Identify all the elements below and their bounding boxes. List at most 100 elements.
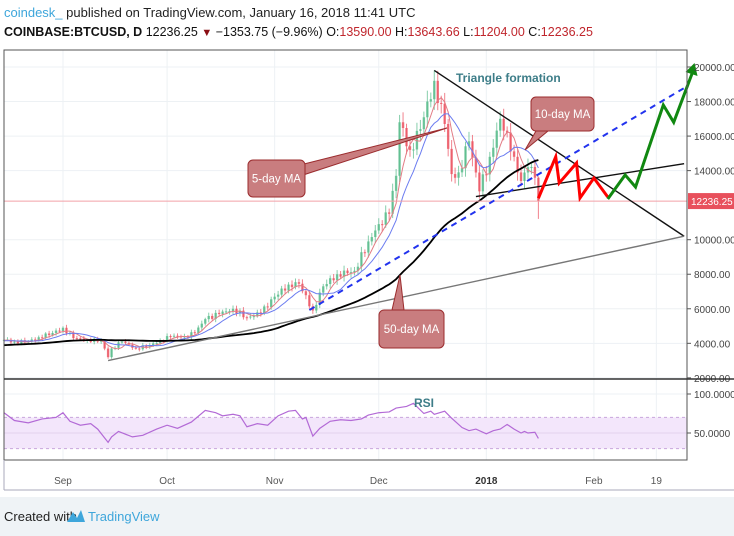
candle-body xyxy=(471,141,474,158)
candle-body xyxy=(467,141,471,147)
dashed-trend-line xyxy=(308,85,689,311)
callout-label: 50-day MA xyxy=(384,324,440,336)
candle-body xyxy=(485,174,488,176)
candle-body xyxy=(360,252,363,267)
tradingview-logo-icon xyxy=(67,510,85,522)
last-price-label: 12236.25 xyxy=(691,197,733,208)
candle-body xyxy=(37,337,40,341)
annotations: 5-day MA 10-day MA 50-day MA xyxy=(4,63,698,362)
candle-body xyxy=(214,312,217,319)
candle-body xyxy=(169,336,172,338)
candle-body xyxy=(408,146,412,150)
author-link[interactable]: coindesk_ xyxy=(4,5,63,20)
candle-body xyxy=(211,315,214,319)
candle-body xyxy=(242,310,245,318)
candle-body xyxy=(304,291,308,296)
candle-body xyxy=(478,172,481,192)
candle-body xyxy=(110,348,113,358)
candles xyxy=(2,70,540,359)
candle-body xyxy=(228,311,231,313)
candle-body xyxy=(245,317,249,319)
price-chart[interactable]: 5-day MA 10-day MA 50-day MA Sep Oct Nov Dec 2… xyxy=(0,0,734,497)
candle-body xyxy=(120,341,124,343)
candle-body xyxy=(308,295,311,307)
arrow-head-icon xyxy=(685,63,698,76)
grid xyxy=(4,50,734,490)
triangle-upper-line xyxy=(433,69,685,237)
candle-body xyxy=(16,341,20,344)
candle-body xyxy=(99,340,103,342)
last-price: 12236.25 xyxy=(145,25,198,39)
candle-body xyxy=(152,343,155,346)
candle-body xyxy=(276,294,280,297)
candle-body xyxy=(523,172,526,181)
axes: Sep Oct Nov Dec 2018 Feb 19 20000.00 18000.00 160… xyxy=(3,49,734,491)
rsi-line xyxy=(3,402,539,444)
candle-body xyxy=(75,338,79,340)
candle-body xyxy=(363,252,367,254)
candle-body xyxy=(256,312,259,317)
callout-box xyxy=(378,309,445,349)
candle-body xyxy=(315,304,318,311)
candle-body xyxy=(106,348,110,358)
candle-body xyxy=(384,212,387,225)
footer: Created with TradingView xyxy=(0,497,734,536)
candle-body xyxy=(332,278,335,281)
chart-frame xyxy=(3,49,688,461)
candle-body xyxy=(204,319,207,324)
price-axis-bg xyxy=(690,50,734,490)
candle-body xyxy=(509,132,512,152)
candle-body xyxy=(446,123,450,149)
low-value: 11204.00 xyxy=(473,25,525,39)
bullish-projection-path xyxy=(606,66,696,200)
candle-body xyxy=(297,282,301,284)
candle-body xyxy=(492,147,495,157)
tradingview-link[interactable]: TradingView xyxy=(88,509,160,524)
candle-body xyxy=(47,333,51,336)
candle-body xyxy=(172,335,176,337)
callout-box xyxy=(247,159,306,198)
candle-body xyxy=(217,312,221,314)
candle-body xyxy=(391,190,394,214)
candle-body xyxy=(138,348,141,350)
rsi-y-tick-label: 100.0000 xyxy=(694,390,734,401)
candle-body xyxy=(221,311,224,314)
candle-body xyxy=(533,166,537,178)
published-text: published on TradingView.com, January 16… xyxy=(66,5,416,20)
candle-body xyxy=(58,330,61,332)
y-tick-label: 10000.00 xyxy=(694,236,734,247)
candle-body xyxy=(374,230,377,238)
down-triangle-icon: ▼ xyxy=(201,27,213,39)
candle-body xyxy=(339,274,342,277)
candle-body xyxy=(283,288,287,291)
candle-body xyxy=(405,127,408,147)
candle-body xyxy=(495,130,498,148)
candle-body xyxy=(193,332,197,334)
candle-body xyxy=(13,341,16,343)
candle-body xyxy=(44,333,47,339)
candle-body xyxy=(481,174,485,192)
open-value: 13590.00 xyxy=(339,25,392,39)
price-change: −1353.75 (−9.96%) xyxy=(215,25,323,39)
candle-body xyxy=(346,270,349,274)
candle-body xyxy=(398,122,401,176)
x-tick-label: Nov xyxy=(266,476,284,487)
candle-body xyxy=(197,327,200,333)
candle-body xyxy=(190,332,193,338)
candle-body xyxy=(325,284,328,287)
candle-body xyxy=(259,312,262,314)
candle-body xyxy=(436,80,439,103)
candle-body xyxy=(335,274,339,281)
candle-body xyxy=(377,224,380,231)
low-label: L: xyxy=(463,25,474,39)
candle-body xyxy=(79,338,82,340)
candle-body xyxy=(387,212,391,214)
candle-body xyxy=(450,148,453,175)
x-tick-label: Feb xyxy=(585,476,603,487)
candle-body xyxy=(30,339,33,342)
rsi-y-tick-label: 50.0000 xyxy=(694,429,731,440)
x-tick-label: Dec xyxy=(370,476,388,487)
y-tick-label: 4000.00 xyxy=(694,339,731,350)
close-label: C: xyxy=(528,25,541,39)
candle-body xyxy=(415,130,419,150)
